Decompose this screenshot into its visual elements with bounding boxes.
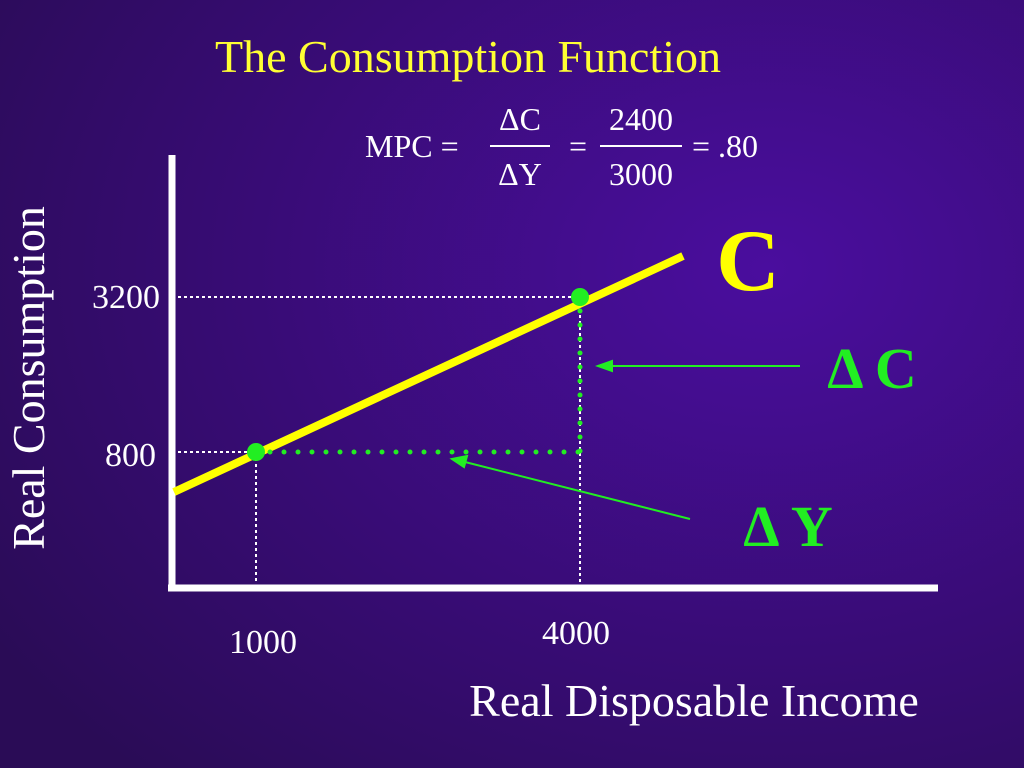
x-tick-label: 1000 bbox=[229, 624, 297, 661]
arrow bbox=[464, 461, 691, 520]
x-tick-label: 4000 bbox=[542, 615, 610, 652]
arrow-head bbox=[449, 454, 469, 469]
arrows bbox=[449, 359, 800, 520]
delta-y-label: Δ Y bbox=[743, 494, 833, 559]
formula-lhs: MPC = bbox=[365, 128, 459, 164]
point bbox=[571, 288, 589, 306]
x-axis-label: Real Disposable Income bbox=[469, 675, 919, 726]
guides bbox=[178, 296, 581, 584]
formula: MPC = ΔC ΔY = 2400 3000 = .80 bbox=[365, 101, 758, 192]
formula-den: 3000 bbox=[609, 156, 673, 192]
ticks: 3200 800 1000 4000 bbox=[92, 279, 610, 661]
point bbox=[247, 443, 265, 461]
formula-num: ΔC bbox=[499, 101, 541, 137]
y-axis-label: Real Consumption bbox=[3, 206, 54, 550]
arrow-head bbox=[595, 359, 613, 373]
title: The Consumption Function bbox=[215, 31, 721, 82]
delta-c-label: Δ C bbox=[827, 336, 917, 401]
y-tick-label: 3200 bbox=[92, 279, 160, 316]
y-tick-label: 800 bbox=[105, 437, 156, 474]
line-label: C bbox=[716, 213, 780, 310]
formula-num: 2400 bbox=[609, 101, 673, 137]
formula-eq: = bbox=[569, 128, 587, 164]
delta-guides bbox=[253, 294, 583, 455]
formula-result: = .80 bbox=[692, 128, 758, 164]
formula-den: ΔY bbox=[498, 156, 542, 192]
